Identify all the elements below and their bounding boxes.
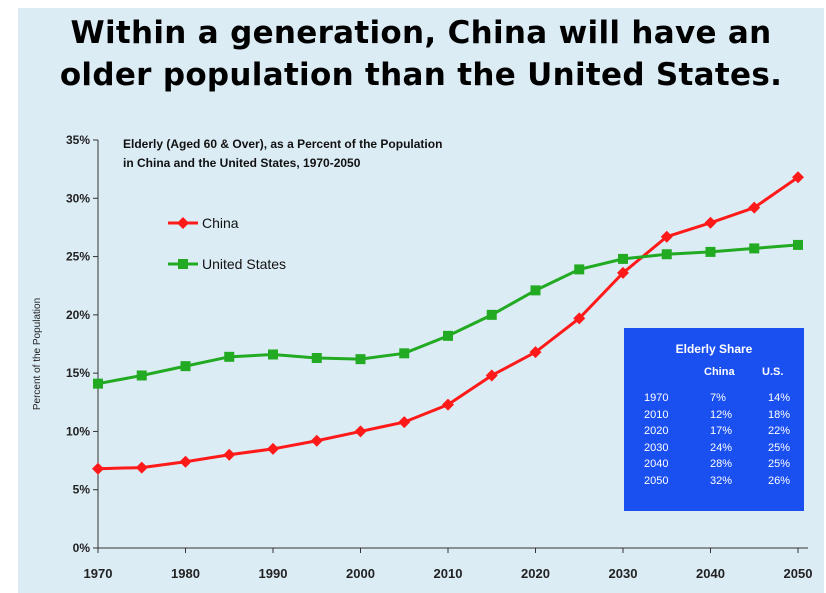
y-tick-label: 15% <box>66 366 90 380</box>
x-tick-label: 2020 <box>521 566 550 581</box>
data-point-united-states <box>574 264 585 275</box>
data-point-china <box>660 230 673 243</box>
table-value-cell: 18% <box>768 408 791 421</box>
data-point-united-states <box>618 253 628 264</box>
x-tick-label: 2040 <box>696 566 725 581</box>
elderly-share-table: Elderly Share China U.S. 1970 7% 14% 2010 12%… <box>624 328 804 511</box>
data-point-china <box>573 312 586 325</box>
table-value-cell: 17% <box>710 425 733 437</box>
legend-label-united-states: United States <box>202 256 286 272</box>
data-point-china <box>92 462 104 475</box>
data-point-china <box>529 346 542 359</box>
data-point-china <box>310 434 323 447</box>
table-value-cell: 28% <box>710 458 733 470</box>
table-title: Elderly Share <box>675 342 753 356</box>
legend-marker-united-states <box>178 259 188 269</box>
data-point-united-states <box>749 243 760 254</box>
data-point-china <box>398 416 411 429</box>
x-tick-label: 2000 <box>346 566 375 581</box>
x-tick-label: 2030 <box>609 566 638 581</box>
data-point-united-states <box>661 249 672 260</box>
page-title-line-2: older population than the United States. <box>59 57 783 93</box>
table-year-cell: 2020 <box>644 425 669 437</box>
y-axis-label: Percent of the Population <box>32 298 43 410</box>
data-point-china <box>617 266 629 279</box>
data-point-united-states <box>530 285 541 296</box>
table-header-cell: U.S. <box>762 366 784 378</box>
x-tick-label: 2010 <box>434 566 463 581</box>
data-point-china <box>792 171 804 184</box>
y-tick-label: 0% <box>73 541 91 555</box>
data-point-china <box>485 369 498 382</box>
data-point-united-states <box>443 330 453 341</box>
page-title-line-1: Within a generation, China will have an <box>70 15 772 51</box>
x-tick-label: 1970 <box>84 566 113 581</box>
table-year-cell: 2050 <box>644 474 669 487</box>
data-point-china <box>354 425 367 438</box>
table-value-cell: 7% <box>710 392 726 404</box>
table-value-cell: 26% <box>768 474 791 487</box>
table-value-cell: 32% <box>710 474 733 487</box>
y-tick-label: 5% <box>73 483 91 497</box>
table-value-cell: 24% <box>710 441 733 454</box>
x-tick-label: 2050 <box>784 566 813 581</box>
slide-background: Within a generation, China will have an … <box>18 8 824 593</box>
table-value-cell: 25% <box>768 441 791 454</box>
chart-subtitle: in China and the United States, 1970-205… <box>123 156 361 170</box>
data-point-china <box>179 455 192 468</box>
x-tick-label: 1990 <box>259 566 288 581</box>
legend-marker-china <box>177 217 189 229</box>
data-point-united-states <box>355 354 366 365</box>
data-point-united-states <box>268 349 278 360</box>
y-tick-label: 20% <box>66 308 90 322</box>
page-title: Within a generation, China will have an … <box>18 12 824 96</box>
data-point-united-states <box>705 246 716 257</box>
table-year-cell: 2040 <box>644 458 669 470</box>
legend-label-china: China <box>202 215 239 231</box>
table-header-cell: China <box>704 366 735 378</box>
y-tick-label: 10% <box>66 424 90 438</box>
x-tick-label: 1980 <box>171 566 200 581</box>
table-year-cell: 2030 <box>644 441 669 454</box>
data-point-china <box>442 398 454 411</box>
y-tick-label: 25% <box>66 250 90 264</box>
line-chart: 0% 5% 10% 15% 20% 25% 30% 35% 1970 1980 1990 2000 20… <box>32 133 813 581</box>
table-year-cell: 1970 <box>644 392 669 404</box>
y-tick-label: 35% <box>66 133 90 147</box>
y-tick-label: 30% <box>66 191 90 205</box>
chart-title: Elderly (Aged 60 & Over), as a Percent o… <box>123 137 442 151</box>
table-value-cell: 14% <box>768 392 791 404</box>
data-point-china <box>267 442 279 455</box>
data-point-united-states <box>793 239 803 250</box>
data-point-united-states <box>224 351 235 362</box>
table-year-cell: 2010 <box>644 408 669 421</box>
data-point-china <box>135 461 148 474</box>
data-point-united-states <box>136 370 147 381</box>
data-point-united-states <box>311 352 322 363</box>
data-point-united-states <box>180 361 191 372</box>
data-point-united-states <box>399 348 410 359</box>
table-value-cell: 12% <box>710 408 733 421</box>
data-point-china <box>223 448 236 461</box>
data-point-china <box>704 216 717 229</box>
data-point-china <box>748 201 761 214</box>
data-point-united-states <box>486 309 497 320</box>
table-value-cell: 22% <box>768 425 791 437</box>
data-point-united-states <box>93 378 103 389</box>
table-value-cell: 25% <box>768 458 791 470</box>
